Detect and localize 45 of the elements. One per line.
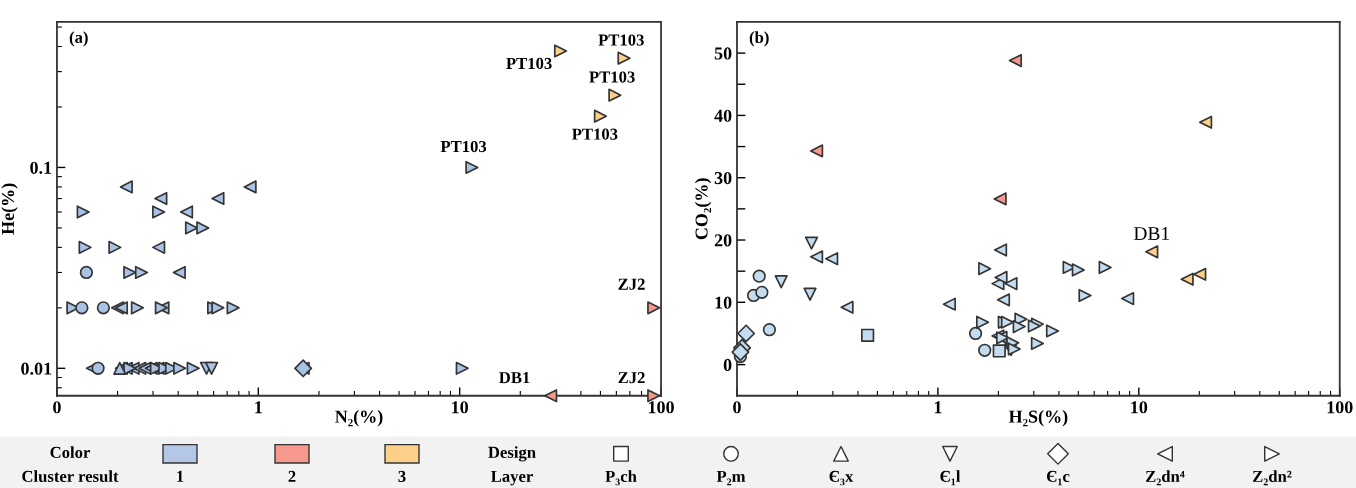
annotation: DB1	[499, 372, 530, 384]
legend-label: Z₂dn⁴	[1145, 470, 1185, 486]
x-tick-label: 10	[1131, 401, 1148, 414]
y-tick-label: 50	[714, 47, 732, 60]
text: (a)	[69, 31, 88, 47]
y-tick-label: 0	[723, 358, 732, 372]
legend-label: 3	[398, 470, 406, 483]
legend-label: Z₂dn²	[1252, 470, 1292, 486]
x-tick-label: 0	[53, 401, 61, 414]
x-tick-label: 100	[648, 401, 674, 414]
x-tick-label: 0	[733, 401, 741, 414]
x-axis-title: H₂S(%)	[1008, 410, 1068, 427]
x-tick-label: 1	[934, 401, 942, 414]
x-axis-title: N₂(%)	[335, 410, 383, 427]
x-tick-label: 100	[1327, 401, 1353, 414]
legend-label: 1	[177, 470, 184, 482]
annotation: PT103	[506, 57, 552, 70]
annotation: PT103	[598, 34, 644, 46]
text: Layer	[490, 470, 533, 486]
annotation: DB1	[1133, 227, 1169, 240]
legend-label: P₃ch	[605, 470, 637, 486]
legend-label: P₂m	[716, 470, 746, 486]
annotation: PT103	[440, 140, 487, 153]
x-tick-label: 10	[452, 401, 469, 414]
y-tick-label: 30	[714, 171, 732, 185]
y-tick-label: 10	[715, 296, 732, 309]
x-tick-label: 1	[255, 401, 262, 414]
y-axis-title: CO₂(%)	[694, 178, 712, 240]
legend-label: Є₁l	[940, 470, 961, 486]
y-tick-label: 0.1	[30, 161, 52, 174]
annotation: PT103	[572, 128, 618, 140]
y-tick-label: 20	[714, 234, 732, 247]
y-axis-title: He(%)	[1, 183, 18, 235]
text: Design	[488, 446, 536, 462]
legend-label: Є₁c	[1046, 470, 1070, 486]
text: Color	[50, 446, 91, 458]
legend-label: Є₃x	[829, 470, 854, 486]
annotation: ZJ2	[618, 372, 645, 384]
y-tick-label: 40	[714, 109, 732, 122]
text: Cluster result	[22, 470, 119, 483]
y-tick-label: 0.01	[21, 362, 52, 375]
annotation: PT103	[589, 71, 635, 83]
annotation: ZJ2	[618, 278, 645, 290]
legend-label: 2	[288, 470, 296, 482]
text: (b)	[749, 31, 769, 47]
